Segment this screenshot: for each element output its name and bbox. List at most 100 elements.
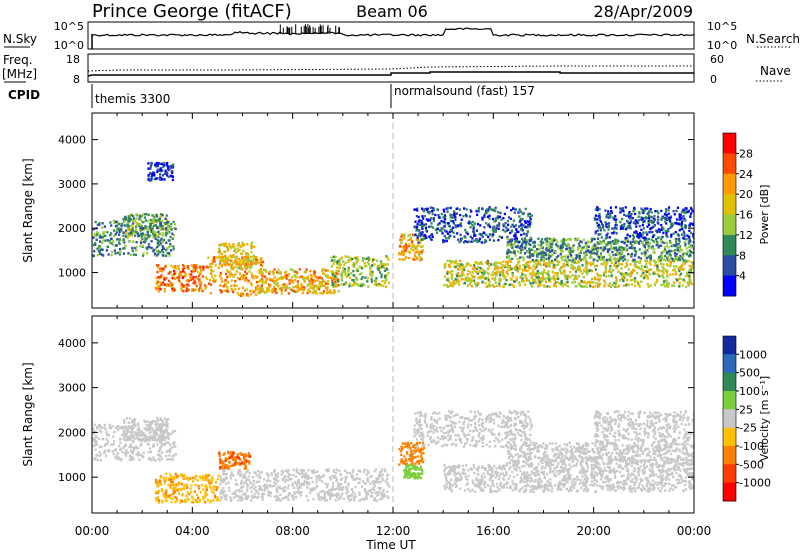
data-cell: [184, 499, 187, 502]
data-cell: [249, 293, 253, 296]
data-cell: [614, 224, 617, 227]
data-cell: [613, 257, 617, 260]
data-cell: [168, 165, 171, 168]
data-cell: [296, 286, 299, 289]
data-cell: [141, 244, 144, 247]
data-cell: [668, 249, 671, 253]
data-cell: [228, 273, 231, 277]
data-cell: [234, 460, 237, 463]
data-cell: [168, 494, 171, 497]
data-cell: [118, 448, 122, 451]
data-cell: [506, 263, 509, 266]
data-cell: [169, 458, 172, 461]
data-cell: [488, 214, 491, 217]
data-cell: [122, 247, 125, 250]
data-cell: [161, 437, 164, 440]
data-cell: [604, 282, 607, 285]
data-cell: [654, 262, 657, 265]
data-cell: [488, 261, 491, 265]
data-cell: [520, 210, 523, 213]
data-cell: [238, 265, 241, 268]
data-cell: [130, 213, 133, 217]
data-cell: [642, 236, 645, 239]
data-cell: [503, 264, 507, 268]
data-cell: [118, 242, 121, 246]
data-cell: [647, 285, 650, 288]
data-cell: [632, 208, 636, 211]
data-cell: [626, 259, 629, 262]
data-cell: [634, 284, 637, 287]
data-cell: [335, 283, 338, 287]
data-cell: [171, 237, 174, 240]
data-cell: [228, 263, 231, 266]
data-cell: [680, 233, 684, 236]
data-cell: [526, 255, 529, 259]
data-cell: [206, 499, 209, 502]
data-cell: [398, 258, 401, 261]
data-cell: [473, 264, 476, 267]
data-cell: [473, 239, 476, 243]
data-cell: [542, 274, 545, 278]
data-cell: [419, 239, 422, 242]
data-cell: [546, 237, 549, 240]
data-cell: [190, 273, 193, 277]
data-cell: [527, 242, 530, 245]
data-cell: [208, 282, 211, 285]
data-cell: [656, 210, 659, 213]
data-cell: [149, 167, 152, 170]
data-cell: [475, 261, 478, 264]
data-cell: [679, 266, 683, 269]
data-cell: [222, 462, 225, 465]
data-cell: [653, 218, 657, 221]
data-cell: [611, 247, 614, 250]
data-cell: [160, 249, 164, 252]
data-cell: [593, 252, 596, 255]
data-cell: [158, 178, 162, 181]
data-cell: [157, 217, 160, 221]
data-cell: [684, 225, 688, 228]
data-cell: [131, 225, 134, 228]
data-cell: [662, 263, 665, 266]
data-cell: [604, 264, 607, 268]
data-cell: [449, 228, 452, 232]
data-cell: [246, 267, 249, 270]
data-cell: [128, 218, 131, 222]
data-cell: [464, 228, 467, 232]
data-cell: [625, 249, 628, 252]
data-cell: [155, 288, 158, 291]
data-cell: [615, 280, 618, 284]
data-cell: [515, 208, 518, 211]
data-cell: [456, 232, 459, 235]
data-cell: [165, 218, 168, 221]
data-cell: [141, 454, 144, 457]
data-cell: [138, 458, 141, 461]
data-cell: [128, 232, 131, 235]
data-cell: [614, 206, 617, 209]
data-cell: [292, 269, 295, 273]
data-cell: [131, 446, 134, 449]
data-cell: [142, 221, 145, 224]
data-cell: [450, 214, 453, 217]
data-cell: [166, 161, 169, 165]
data-cell: [665, 281, 668, 284]
data-cell: [616, 264, 619, 268]
data-cell: [192, 281, 195, 285]
data-cell: [134, 253, 138, 257]
data-cell: [682, 268, 686, 271]
data-cell: [442, 208, 445, 211]
data-cell: [119, 250, 122, 253]
data-cell: [573, 266, 577, 270]
data-cell: [443, 275, 447, 278]
data-cell: [170, 480, 173, 484]
data-cell: [144, 219, 147, 222]
data-cell: [112, 452, 115, 456]
data-cell: [123, 421, 126, 424]
data-cell: [160, 238, 163, 241]
data-cell: [572, 244, 575, 247]
data-cell: [229, 264, 232, 268]
data-cell: [309, 282, 312, 286]
data-cell: [147, 174, 150, 177]
data-cell: [110, 443, 113, 446]
data-cell: [165, 450, 168, 453]
data-cell: [209, 499, 212, 502]
